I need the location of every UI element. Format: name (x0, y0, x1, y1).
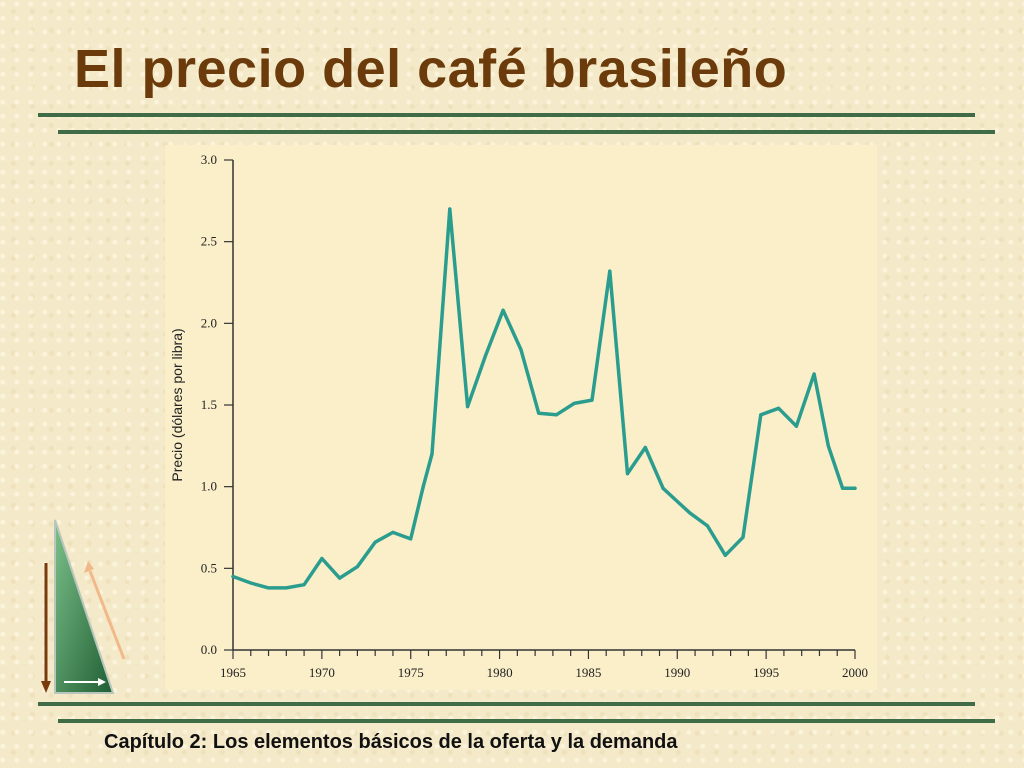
data-point (688, 511, 692, 515)
data-point (572, 401, 576, 405)
data-point (483, 354, 487, 358)
coffee-price-chart: Precio (dólares por libra) 1965 1970 1975 1… (169, 152, 868, 680)
data-point (672, 496, 676, 500)
x-ticks: 1965 1970 1975 1980 1985 1990 1995 2000 (220, 650, 868, 680)
data-point (812, 372, 816, 376)
y-ticks: 0.0 0.5 1.0 1.5 2.0 2.5 3.0 (201, 152, 233, 657)
data-point (723, 553, 727, 557)
x-tick-label: 1975 (398, 665, 424, 680)
x-tick-label: 1995 (753, 665, 779, 680)
x-tick-label: 1990 (664, 665, 690, 680)
data-point (355, 565, 359, 569)
y-tick-label: 0.0 (201, 642, 217, 657)
down-arrow-head (41, 681, 51, 693)
data-point (430, 452, 434, 456)
footer-rule-top (38, 702, 975, 706)
data-point (608, 269, 612, 273)
decorative-triangle-logo (41, 519, 126, 694)
y-tick-label: 2.0 (201, 315, 217, 330)
data-point (448, 207, 452, 211)
y-tick-label: 2.5 (201, 234, 217, 249)
data-point (302, 583, 306, 587)
data-point (661, 486, 665, 490)
data-point (409, 537, 413, 541)
data-point (421, 485, 425, 489)
data-point (853, 486, 857, 490)
data-point (705, 524, 710, 528)
data-point (231, 574, 235, 579)
x-tick-label: 1965 (220, 665, 246, 680)
footer-chapter-text: Capítulo 2: Los elementos básicos de la … (104, 731, 678, 753)
data-point (759, 413, 763, 417)
title-rule-bottom (58, 130, 995, 134)
data-point (338, 576, 342, 580)
chart-panel: Precio (dólares por libra) 1965 1970 1975 1… (165, 145, 877, 690)
diagonal-arrow-head (84, 561, 94, 573)
y-tick-label: 1.5 (201, 397, 217, 412)
x-tick-label: 1985 (575, 665, 601, 680)
data-point (465, 405, 470, 409)
data-point (537, 411, 541, 415)
data-point (794, 424, 798, 428)
page-title: El precio del café brasileño (74, 39, 788, 99)
data-point (391, 530, 395, 534)
title-rule-top (38, 113, 975, 117)
data-point (320, 556, 324, 561)
data-point (554, 413, 559, 417)
triangle-shape (54, 519, 115, 694)
x-tick-label: 1970 (309, 665, 335, 680)
y-tick-label: 0.5 (201, 560, 217, 575)
x-tick-label: 2000 (842, 665, 868, 680)
data-point (776, 406, 781, 410)
data-point (501, 308, 505, 312)
y-tick-label: 3.0 (201, 152, 217, 167)
data-point (590, 398, 594, 402)
data-point (373, 540, 377, 544)
data-point (741, 535, 745, 539)
data-points (231, 207, 857, 590)
data-point (284, 586, 288, 590)
data-point (826, 444, 830, 448)
data-point (643, 445, 647, 450)
x-tick-label: 1980 (487, 665, 513, 680)
data-point (625, 472, 630, 476)
data-point (249, 581, 253, 585)
right-arrow-head (98, 678, 106, 686)
diagonal-arrow-line (88, 570, 126, 660)
data-point (266, 586, 271, 590)
footer-rule-bottom (58, 719, 995, 723)
y-tick-label: 1.0 (201, 479, 217, 494)
y-axis-label: Precio (dólares por libra) (169, 328, 185, 481)
data-point (519, 347, 523, 352)
series-line (231, 207, 857, 590)
data-point (840, 486, 845, 490)
